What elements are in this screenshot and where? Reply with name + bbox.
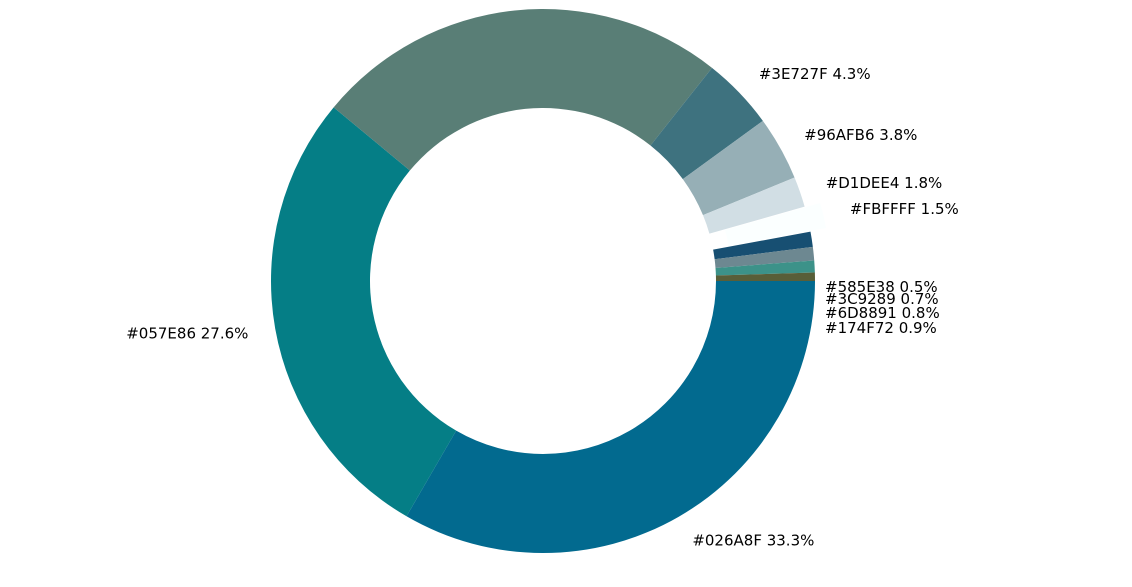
slice-label-name: #FBFFFF	[850, 200, 916, 218]
slice-label-percent: 1.8%	[899, 174, 942, 192]
slice-label-percent: 0.7%	[896, 290, 939, 308]
slice-3c9289	[715, 260, 815, 276]
slice-label-name: #3E727F	[759, 64, 828, 82]
slice-label-6d8891: #6D8891 0.8%	[825, 304, 940, 322]
slice-label-3e727f: #3E727F 4.3%	[759, 64, 871, 82]
slice-label-name: #174F72	[825, 319, 894, 337]
slice-label-585e38: #585E38 0.5%	[825, 278, 938, 296]
slice-96afb6	[682, 120, 795, 216]
slice-057e86	[270, 107, 457, 517]
slice-026a8f	[406, 281, 816, 554]
slice-label-percent: 27.6%	[196, 324, 248, 342]
slice-597e76	[333, 8, 713, 171]
slice-585e38	[715, 272, 815, 281]
slice-label-percent: 33.3%	[762, 531, 814, 549]
slice-label-percent: 4.3%	[828, 64, 871, 82]
slice-fbffff	[724, 202, 827, 246]
slice-label-96afb6: #96AFB6 3.8%	[804, 125, 917, 143]
slice-6d8891	[714, 246, 815, 268]
slice-label-057e86: #057E86 27.6%	[126, 324, 248, 342]
slice-label-name: #026A8F	[692, 531, 762, 549]
labels-group: #026A8F 33.3%#057E86 27.6%#597E76 24.6%#…	[126, 64, 959, 549]
slice-label-name: #057E86	[126, 324, 196, 342]
slice-label-3c9289: #3C9289 0.7%	[825, 290, 939, 308]
slice-label-percent: 0.5%	[895, 278, 938, 296]
slice-label-name: #3C9289	[825, 290, 896, 308]
slice-label-percent: 0.8%	[897, 304, 940, 322]
slices-group	[270, 8, 827, 554]
slice-label-026a8f: #026A8F 33.3%	[692, 531, 814, 549]
slice-174f72	[713, 231, 813, 260]
slice-label-d1dee4: #D1DEE4 1.8%	[826, 174, 943, 192]
slice-label-name: #D1DEE4	[826, 174, 900, 192]
slice-label-percent: 3.8%	[875, 125, 918, 143]
slice-label-name: #96AFB6	[804, 125, 874, 143]
slice-d1dee4	[702, 177, 805, 234]
slice-label-percent: 1.5%	[916, 200, 959, 218]
slice-label-174f72: #174F72 0.9%	[825, 319, 937, 337]
slice-label-fbffff: #FBFFFF 1.5%	[850, 200, 959, 218]
slice-label-name: #6D8891	[825, 304, 897, 322]
slice-label-percent: 0.9%	[894, 319, 937, 337]
slice-label-name: #585E38	[825, 278, 895, 296]
slice-3e727f	[650, 67, 763, 180]
